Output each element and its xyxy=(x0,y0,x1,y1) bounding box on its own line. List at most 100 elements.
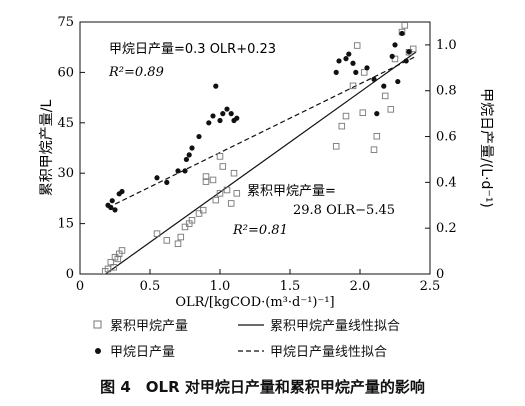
cumulative-point xyxy=(360,69,368,76)
daily-point xyxy=(175,168,181,174)
cumulative-point xyxy=(395,12,401,18)
cumulative-point xyxy=(212,196,220,204)
x-tick-label: 1.5 xyxy=(280,279,301,294)
daily-point xyxy=(399,30,405,37)
y-left-tick-label: 75 xyxy=(57,15,74,30)
daily-point xyxy=(186,152,192,158)
daily-point xyxy=(213,83,219,89)
figure-caption: 图 4 OLR 对甲烷日产量和累积甲烷产量的影响 xyxy=(100,378,425,396)
cumulative-point xyxy=(202,173,210,180)
cumulative-point xyxy=(349,82,357,90)
x-tick-label: 0.5 xyxy=(140,279,161,294)
daily-fit-r2: R²=0.89 xyxy=(108,65,164,80)
daily-point xyxy=(371,76,377,82)
cumulative-point xyxy=(216,153,224,160)
daily-point xyxy=(395,78,401,85)
y-right-axis-label: 甲烷日产量/(L·d⁻¹) xyxy=(478,88,494,208)
plot-frame xyxy=(79,21,431,275)
x-tick-label: 2.0 xyxy=(350,279,371,294)
daily-point xyxy=(333,69,339,75)
daily-point xyxy=(189,145,195,151)
cumulative-point xyxy=(359,109,367,116)
daily-point xyxy=(182,168,188,174)
cumulative-point xyxy=(181,223,189,231)
y-right-tick-label: 0.4 xyxy=(436,175,457,190)
daily-point xyxy=(183,156,189,163)
y-right-tick-label: 0 xyxy=(436,267,444,282)
daily-point xyxy=(217,117,223,124)
cumulative-point xyxy=(163,237,171,244)
daily-point xyxy=(210,113,216,119)
daily-point xyxy=(343,56,349,62)
legend-cumulative-fit-label: 累积甲烷产量线性拟合 xyxy=(270,319,401,334)
cumulative-point xyxy=(233,190,241,197)
daily-point xyxy=(350,60,356,66)
cumulative-point xyxy=(118,247,126,254)
x-tick-label: 1.0 xyxy=(210,279,231,294)
daily-fit-line xyxy=(107,55,417,209)
cumulative-point xyxy=(153,230,161,237)
daily-point xyxy=(364,65,370,71)
cumulative-point xyxy=(353,42,361,49)
legend-daily-label: 甲烷日产量 xyxy=(110,345,176,360)
daily-point xyxy=(403,58,409,64)
y-right-tick-label: 1.0 xyxy=(436,38,457,53)
x-axis-label: OLR/[kgCOD·(m³·d⁻¹)⁻¹] xyxy=(175,295,334,310)
cumulative-point xyxy=(387,106,395,113)
y-right-tick-label: 0.6 xyxy=(436,130,457,145)
cumulative-fit-line xyxy=(104,51,417,274)
daily-point xyxy=(220,111,226,117)
cumulative-point xyxy=(373,132,381,140)
daily-point xyxy=(353,69,359,75)
daily-point xyxy=(228,111,234,117)
daily-point xyxy=(346,51,352,57)
daily-point xyxy=(154,175,160,181)
legend-cumulative-label: 累积甲烷产量 xyxy=(110,319,189,334)
daily-point xyxy=(164,179,170,185)
daily-point xyxy=(381,83,387,89)
cumulative-point xyxy=(177,233,185,241)
daily-point xyxy=(224,106,230,112)
cumulative-point xyxy=(223,186,231,194)
cumulative-fit-equation-line2: 29.8 OLR−5.45 xyxy=(293,203,395,218)
daily-point xyxy=(206,120,212,126)
cumulative-point xyxy=(216,190,224,197)
legend-solid-line xyxy=(238,324,264,326)
daily-point xyxy=(108,204,114,211)
cumulative-point xyxy=(230,169,238,177)
cumulative-point xyxy=(227,200,235,207)
x-tick-label: 2.5 xyxy=(420,279,441,294)
daily-point xyxy=(392,42,398,48)
daily-point xyxy=(374,111,380,117)
legend-dashed-line xyxy=(238,350,264,352)
legend-open-square-marker xyxy=(93,320,102,329)
cumulative-point xyxy=(195,210,203,217)
cumulative-point xyxy=(338,122,346,130)
cumulative-point xyxy=(332,143,340,150)
cumulative-point xyxy=(188,216,196,224)
y-left-tick-label: 60 xyxy=(57,65,74,80)
x-tick-label: 0 xyxy=(76,279,84,294)
daily-point xyxy=(389,53,395,59)
daily-fit-equation: 甲烷日产量=0.3 OLR+0.23 xyxy=(109,42,276,57)
daily-point xyxy=(196,133,202,140)
cumulative-point xyxy=(174,240,182,248)
cumulative-point xyxy=(381,92,389,100)
cumulative-point xyxy=(199,206,207,214)
cumulative-point xyxy=(370,146,378,153)
cumulative-point xyxy=(209,176,217,184)
y-left-tick-label: 45 xyxy=(57,116,74,131)
legend-filled-circle-marker xyxy=(95,348,101,354)
daily-point xyxy=(119,188,125,195)
cumulative-point xyxy=(219,163,227,170)
cumulative-point xyxy=(342,112,350,120)
y-left-tick-label: 30 xyxy=(57,166,74,181)
y-right-tick-label: 0.8 xyxy=(436,84,457,99)
legend-daily-fit-label: 甲烷日产量线性拟合 xyxy=(270,345,388,360)
cumulative-point xyxy=(401,22,409,29)
cumulative-point xyxy=(409,45,417,53)
daily-point xyxy=(336,58,342,64)
daily-point xyxy=(112,207,118,213)
cumulative-point xyxy=(110,264,117,271)
